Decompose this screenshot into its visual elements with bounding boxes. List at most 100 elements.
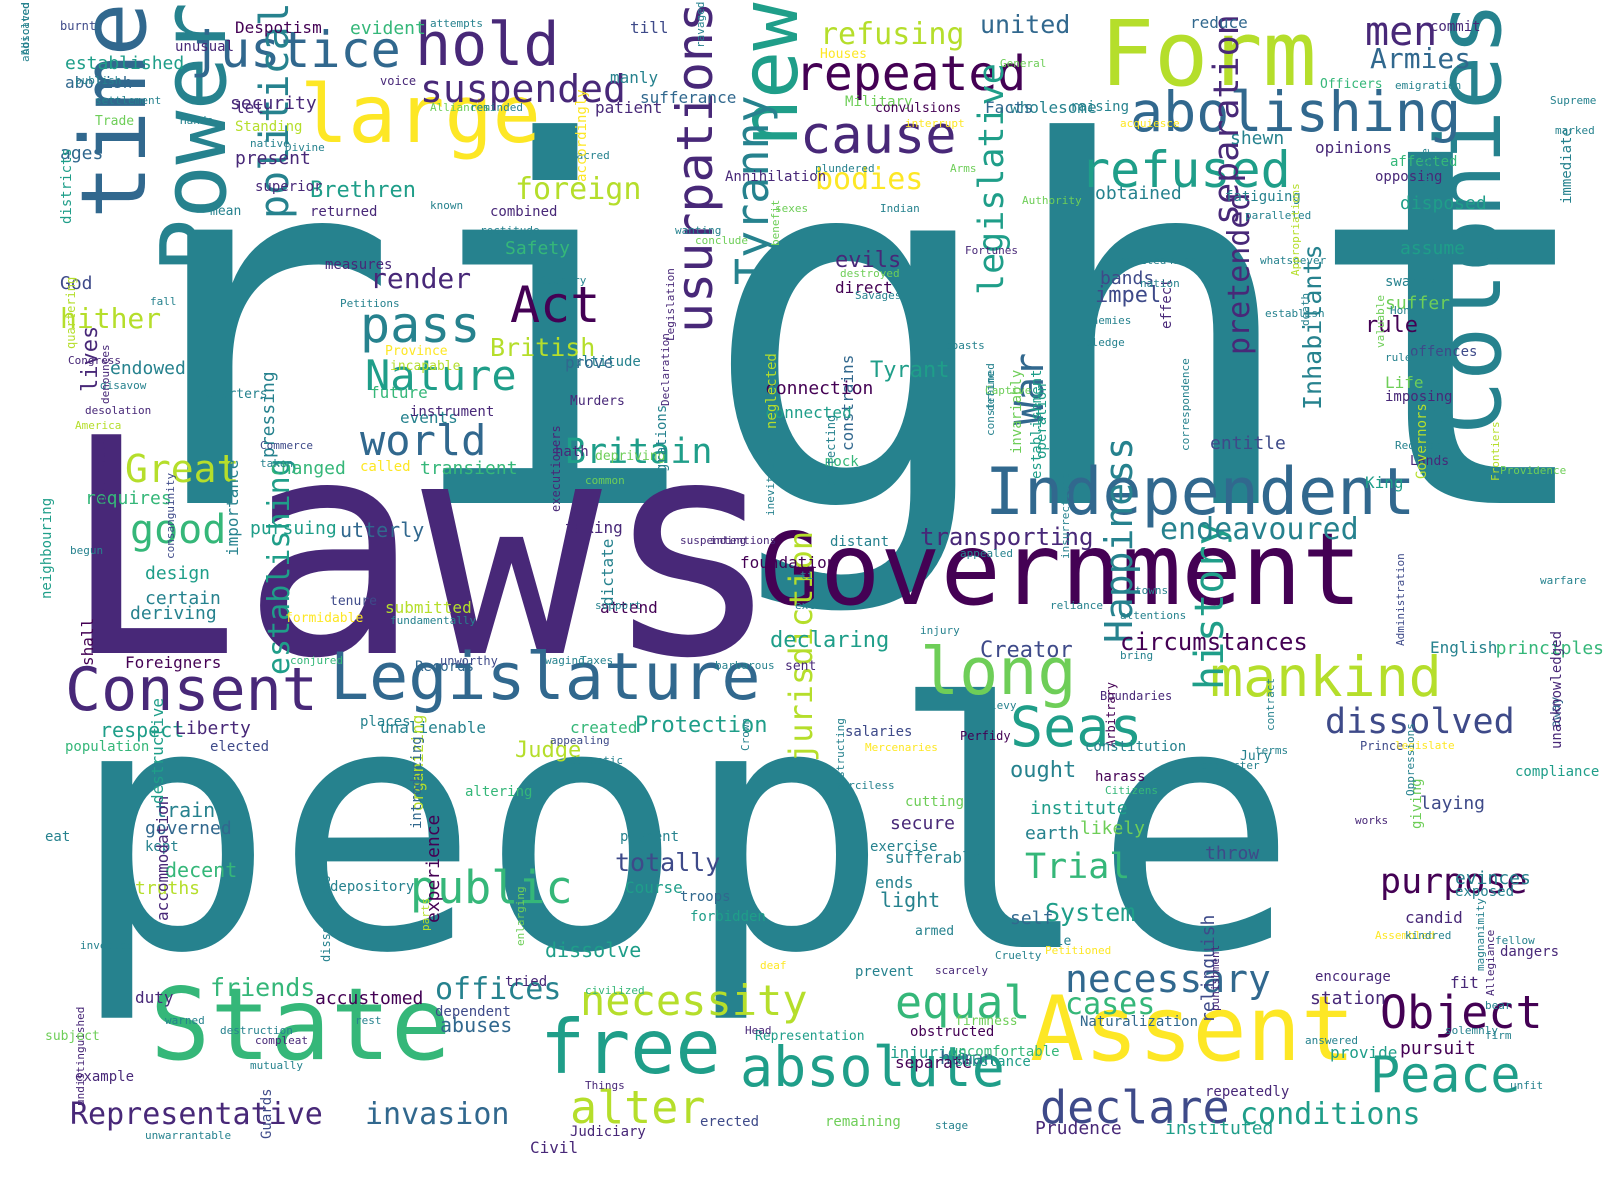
word-combined: combined (490, 204, 558, 220)
word-fall: fall (150, 295, 177, 308)
word-safety: Safety (505, 238, 571, 259)
word-right: right (98, 39, 1604, 621)
word-savages: Savages (855, 289, 902, 302)
word-endowed: endowed (110, 358, 186, 379)
word-nation: nation (1140, 277, 1180, 290)
word-seas: Seas (1010, 695, 1143, 759)
word-multitude: multitude (565, 354, 641, 370)
word-common: common (585, 474, 625, 487)
word-british: British (490, 333, 596, 362)
word-state: State (150, 966, 452, 1083)
word-invested: invested (80, 939, 133, 952)
word-authority: Authority (1022, 194, 1082, 207)
word-suffer: suffer (1385, 293, 1451, 314)
word-evinces: evinces (1455, 868, 1531, 889)
word-injuries: injuries (890, 1043, 968, 1062)
word-alter: alter (570, 1081, 706, 1134)
word-taxes: Taxes (580, 654, 614, 667)
word-attend: attend (600, 598, 658, 617)
word-assent: Assent (1030, 977, 1356, 1082)
word-settlement: settlement (95, 94, 162, 107)
word-bring: bring (1120, 649, 1154, 662)
word-valuable: valuable (1374, 295, 1387, 348)
word-liberty: Liberty (175, 718, 251, 739)
word-principles: principles (1495, 638, 1604, 659)
word-declare: declare (1040, 1081, 1230, 1134)
word-pursuing: pursuing (250, 518, 337, 539)
word-unwarrantable: unwarrantable (145, 1129, 232, 1142)
word-truths: truths (135, 878, 201, 899)
word-accustomed: accustomed (315, 988, 424, 1009)
word-parts: parts (419, 897, 432, 931)
word-plundered: plundered (815, 162, 875, 175)
word-erected: erected (700, 1114, 760, 1130)
word-accordingly: accordingly (574, 89, 590, 182)
word-indian: Indian (880, 202, 920, 215)
word-hold: hold (415, 10, 560, 80)
word-unfit: unfit (1510, 1079, 1544, 1092)
word-acquiesce: acquiesce (1120, 117, 1180, 130)
word-houses: Houses (820, 47, 867, 62)
word-throw: throw (1205, 843, 1260, 864)
word-voice: voice (380, 74, 417, 88)
word-compliance: compliance (1515, 764, 1600, 780)
word-let: let (235, 98, 264, 117)
word-pass: pass (360, 296, 481, 354)
word-entitle: entitle (1210, 433, 1286, 454)
word-respect: respect (100, 718, 185, 742)
word-sufferance: sufferance (640, 88, 737, 107)
word-conjured: conjured (290, 654, 343, 667)
word-executioners: executioners (549, 425, 563, 512)
word-distant: distant (830, 534, 890, 550)
word-neglected: neglected (764, 353, 780, 429)
word-returned: returned (310, 204, 378, 220)
word-establish: establish (1265, 307, 1325, 320)
word-governed: governed (145, 818, 232, 839)
word-purpose: purpose (1380, 862, 1528, 902)
word-conditions: conditions (1240, 1097, 1421, 1132)
word-consanguinity: consanguinity (164, 472, 177, 559)
word-solemnly: solemnly (1445, 1024, 1498, 1037)
word-life: Life (1385, 373, 1424, 392)
word-enlarging: enlarging (514, 886, 527, 946)
word-called: called (360, 459, 411, 475)
word-deaf: deaf (760, 959, 787, 972)
word-towns: towns (1135, 584, 1169, 597)
word-affected: affected (1390, 154, 1458, 170)
word-general: General (1000, 57, 1047, 70)
word-transporting: transporting (920, 523, 1094, 551)
word-mean: mean (210, 204, 242, 219)
word-sent: sent (785, 659, 817, 674)
word-provide: provide (1330, 1043, 1398, 1062)
word-enemies: Enemies (1085, 314, 1132, 327)
word-likely: likely (1080, 818, 1146, 839)
word-imposing: imposing (1385, 389, 1453, 405)
word-uncomfortable: uncomfortable (950, 1044, 1060, 1060)
word-evils: evils (835, 248, 902, 273)
word-cases: cases (1065, 987, 1156, 1022)
word-refused: refused (1080, 141, 1291, 199)
word-prudence: Prudence (1035, 1118, 1122, 1139)
word-death: death (1299, 292, 1312, 326)
word-inevitably: inevitably (764, 449, 777, 516)
word-correspondence: correspondence (1179, 358, 1192, 451)
word-unalienable: unalienable (380, 718, 486, 737)
word-opinions: opinions (1315, 138, 1393, 157)
word-petitions: Petitions (340, 297, 400, 310)
word-trade: Trade (95, 114, 135, 129)
word-altering: altering (465, 784, 533, 800)
word-bodies: bodies (815, 162, 924, 197)
word-protecting: protecting (824, 414, 838, 487)
word-standing: Standing (235, 119, 303, 135)
word-wholesome: wholesome (1010, 98, 1097, 117)
word-prince: Prince (1360, 739, 1404, 753)
word-raising: raising (1070, 99, 1130, 115)
word-suspended: suspended (420, 67, 626, 111)
word-forbidden: forbidden (690, 909, 766, 925)
word-legislature: Legislature (330, 640, 761, 715)
word-candid: candid (1405, 908, 1463, 927)
word-unacknowledged: unacknowledged (1549, 630, 1565, 749)
word-reduce: reduce (1190, 13, 1248, 32)
word-divine: Divine (285, 141, 325, 154)
word-undistinguished: undistinguished (74, 1006, 87, 1106)
